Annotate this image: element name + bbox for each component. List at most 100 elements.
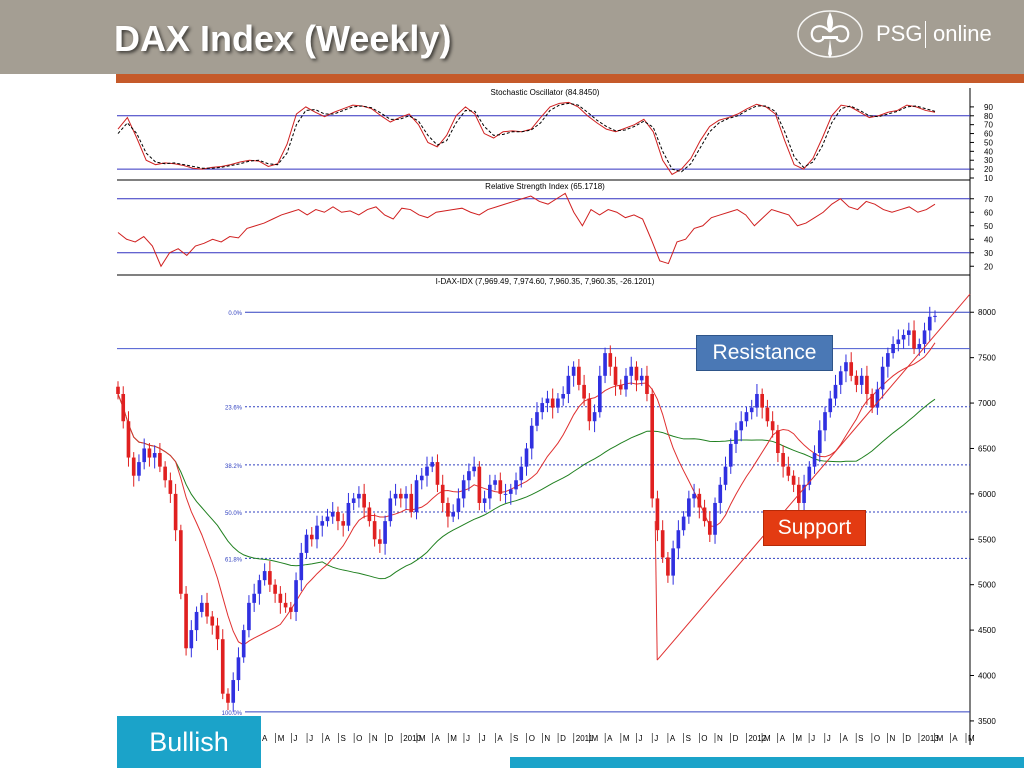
- fib-label: 100.0%: [222, 711, 243, 717]
- x-tick-label: S: [686, 734, 691, 743]
- candle-body: [304, 534, 309, 553]
- x-tick-label: A: [952, 734, 958, 743]
- candle-body: [618, 384, 623, 390]
- psg-online-logo: PSG online: [796, 8, 1008, 60]
- candle-body: [247, 602, 251, 631]
- candle-body: [325, 516, 330, 522]
- candle-body: [383, 521, 387, 544]
- candle-body: [252, 593, 256, 603]
- x-tick-label: D: [560, 734, 566, 743]
- candle-body: [493, 480, 497, 485]
- candle-body: [299, 552, 304, 581]
- candle-body: [498, 480, 503, 494]
- candle-body: [681, 516, 686, 531]
- candle-body: [257, 580, 262, 594]
- candle-body: [524, 448, 529, 467]
- candle-body: [608, 353, 613, 367]
- candle-body: [262, 571, 267, 581]
- candle-body: [613, 366, 618, 385]
- x-tick-label: M: [450, 734, 457, 743]
- candle-body: [320, 521, 325, 526]
- candle-body: [446, 502, 450, 517]
- candle-body: [283, 602, 288, 608]
- x-tick-label: M: [937, 734, 944, 743]
- candle-body: [514, 480, 518, 490]
- price-tick-label: 8000: [978, 308, 996, 317]
- candle-body: [179, 530, 183, 594]
- candle-body: [697, 493, 702, 508]
- candle-body: [467, 471, 471, 481]
- candle-body: [278, 593, 283, 603]
- candle-body: [828, 398, 833, 413]
- x-tick-label: M: [968, 734, 975, 743]
- candle-body: [550, 398, 555, 408]
- x-tick-label: A: [497, 734, 503, 743]
- candle-body: [718, 484, 723, 503]
- price-tick-label: 4500: [978, 626, 996, 635]
- x-tick-label: N: [372, 734, 378, 743]
- x-tick-label: J: [466, 734, 470, 743]
- candle-body: [634, 366, 639, 381]
- stoch-tick-label: 20: [984, 165, 993, 174]
- candle-body: [865, 375, 869, 394]
- candle-body: [472, 466, 476, 472]
- candle-body: [566, 375, 571, 394]
- slide-title: DAX Index (Weekly): [114, 18, 452, 59]
- support-trendline: [656, 293, 971, 661]
- fib-label: 38.2%: [225, 464, 243, 470]
- x-tick-label: S: [340, 734, 345, 743]
- candle-body: [791, 475, 796, 485]
- x-tick-label: D: [388, 734, 394, 743]
- candle-body: [838, 371, 843, 385]
- stoch-tick-label: 10: [984, 174, 993, 183]
- price-tick-label: 4000: [978, 672, 996, 681]
- candle-body: [409, 493, 414, 513]
- stoch-tick-label: 40: [984, 147, 993, 156]
- stoch-tick-label: 70: [984, 121, 993, 130]
- candle-body: [372, 521, 377, 540]
- candle-body: [629, 366, 634, 376]
- candle-body: [273, 584, 277, 594]
- candle-body: [933, 315, 937, 317]
- rsi-line: [117, 192, 936, 268]
- candle-body: [597, 375, 602, 413]
- candle-body: [173, 493, 178, 531]
- candle-body: [430, 462, 435, 467]
- candle-body: [419, 475, 424, 481]
- resistance-callout: Resistance: [696, 335, 833, 371]
- candle-body: [624, 375, 628, 390]
- x-tick-label: J: [482, 734, 486, 743]
- stochastic-k-line: [117, 101, 936, 176]
- candle-body: [844, 362, 848, 372]
- candle-body: [639, 375, 644, 381]
- candle-body: [330, 512, 335, 517]
- candle-body: [912, 330, 916, 349]
- x-tick-label: N: [890, 734, 896, 743]
- candle-body: [676, 530, 681, 549]
- candle-body: [545, 398, 550, 404]
- candle-body: [592, 412, 597, 422]
- rsi-tick-label: 40: [984, 235, 993, 244]
- candle-body: [477, 466, 482, 503]
- candle-body: [723, 466, 728, 485]
- candle-body: [440, 484, 445, 503]
- price-tick-label: 6500: [978, 444, 996, 453]
- dax-chart: Stochastic Oscillator (84.8450) 90807060…: [116, 88, 996, 745]
- candle-body: [922, 330, 927, 345]
- candle-body: [357, 493, 361, 499]
- candle-body: [158, 453, 162, 467]
- candle-body: [807, 466, 812, 485]
- fib-label: 0.0%: [228, 311, 242, 317]
- candle-body: [587, 398, 592, 422]
- x-tick-label: M: [764, 734, 771, 743]
- candle-body: [388, 498, 393, 522]
- support-callout: Support: [763, 510, 866, 546]
- candle-body: [713, 502, 717, 535]
- candle-body: [346, 502, 351, 526]
- candle-body: [886, 353, 890, 367]
- x-tick-label: J: [654, 734, 658, 743]
- candle-body: [508, 489, 513, 494]
- candle-body: [398, 493, 403, 499]
- candle-body: [781, 453, 785, 467]
- x-tick-label: 2011: [576, 734, 594, 743]
